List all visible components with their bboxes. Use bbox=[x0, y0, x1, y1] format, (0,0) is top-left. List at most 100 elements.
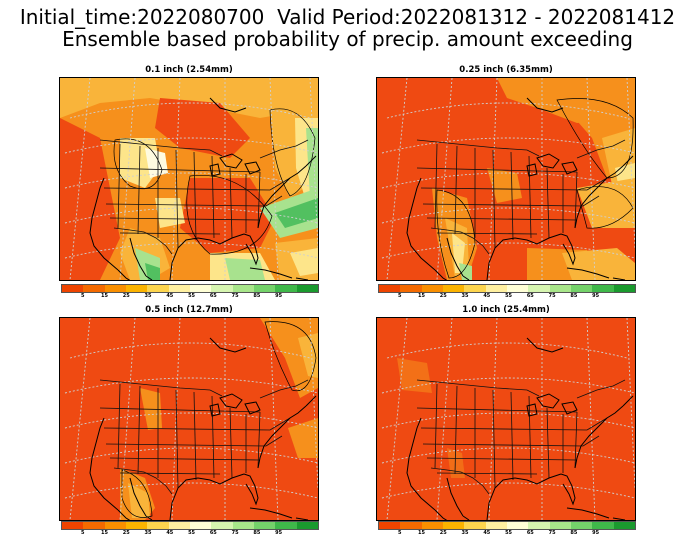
colorbar-segment bbox=[83, 285, 105, 292]
panel-title-0.1-inch: 0.1 inch (2.54mm) bbox=[145, 65, 233, 75]
colorbar-segment bbox=[379, 285, 401, 292]
colorbar-segment bbox=[400, 522, 422, 529]
colorbar-tick-label: 95 bbox=[592, 530, 600, 536]
colorbar-tick-label: 35 bbox=[461, 530, 469, 536]
map-geography bbox=[64, 78, 318, 280]
colorbar-segment bbox=[232, 285, 254, 292]
colorbar-tick-label: 75 bbox=[231, 530, 239, 536]
colorbar-tick-label: 45 bbox=[166, 293, 174, 299]
colorbar-segment bbox=[104, 522, 126, 529]
colorbar-tick-label: 55 bbox=[505, 530, 513, 536]
colorbar-segment bbox=[296, 522, 318, 529]
colorbar-tick-label: 15 bbox=[101, 293, 108, 299]
map-geography bbox=[381, 318, 635, 520]
colorbar-tick-label: 35 bbox=[144, 530, 152, 536]
colorbar-tick-label: 45 bbox=[483, 530, 491, 536]
colorbar-tick-label: 5 bbox=[398, 530, 402, 536]
colorbar-segment bbox=[168, 522, 190, 529]
colorbar-tick-label: 5 bbox=[81, 293, 85, 299]
colorbar-tick-label: 25 bbox=[122, 530, 130, 536]
colorbar-segment bbox=[189, 522, 212, 529]
colorbar-segment bbox=[592, 522, 614, 529]
colorbar-segment bbox=[613, 522, 635, 529]
probability-shading bbox=[60, 318, 318, 520]
colorbar-segment bbox=[613, 285, 635, 292]
colorbar-segment bbox=[549, 522, 571, 529]
colorbar-tick-label: 15 bbox=[418, 293, 425, 299]
colorbar-tick-label: 95 bbox=[275, 293, 283, 299]
colorbar-segment bbox=[442, 285, 465, 292]
colorbar-labels-0.25-inch: 5 15 25 35 45 55 65 75 85 95 bbox=[378, 293, 634, 301]
colorbar-tick-label: 5 bbox=[398, 293, 402, 299]
colorbar-segment bbox=[211, 285, 233, 292]
map-panel-0.25-inch bbox=[376, 77, 636, 281]
colorbar-segment bbox=[570, 285, 593, 292]
map-svg bbox=[377, 318, 635, 520]
colorbar-tick-label: 45 bbox=[483, 293, 491, 299]
colorbar-tick-label: 65 bbox=[209, 530, 217, 536]
colorbar-segment bbox=[253, 522, 276, 529]
colorbar-segment bbox=[549, 285, 571, 292]
colorbar-tick-label: 55 bbox=[188, 293, 196, 299]
colorbar-segment bbox=[464, 285, 486, 292]
colorbar-segment bbox=[485, 285, 507, 292]
colorbar-segment bbox=[62, 522, 84, 529]
colorbar-tick-label: 25 bbox=[122, 293, 130, 299]
colorbar-tick-label: 85 bbox=[570, 293, 578, 299]
colorbar-tick-label: 85 bbox=[253, 293, 261, 299]
colorbar-segment bbox=[421, 522, 443, 529]
colorbar-segment bbox=[400, 285, 422, 292]
colorbar-tick-label: 45 bbox=[166, 530, 174, 536]
colorbar-tick-label: 35 bbox=[144, 293, 152, 299]
panel-title-0.25-inch: 0.25 inch (6.35mm) bbox=[459, 65, 553, 75]
colorbar-segment bbox=[570, 522, 593, 529]
colorbar-segment bbox=[189, 285, 212, 292]
colorbar-segment bbox=[296, 285, 318, 292]
colorbar-segment bbox=[275, 285, 297, 292]
map-panel-1.0-inch bbox=[376, 317, 636, 521]
colorbar-segment bbox=[528, 285, 550, 292]
colorbar-segment bbox=[62, 285, 84, 292]
colorbar-tick-label: 35 bbox=[461, 293, 469, 299]
colorbar-segment bbox=[211, 522, 233, 529]
colorbar-tick-label: 55 bbox=[505, 293, 513, 299]
colorbar-tick-label: 55 bbox=[188, 530, 196, 536]
colorbar-segment bbox=[506, 522, 529, 529]
colorbar-segment bbox=[528, 522, 550, 529]
map-geography bbox=[64, 318, 318, 520]
colorbar-tick-label: 65 bbox=[526, 293, 534, 299]
colorbar-tick-label: 75 bbox=[231, 293, 239, 299]
title-line-1: Initial_time:2022080700 Valid Period:202… bbox=[19, 5, 676, 29]
colorbar-tick-label: 95 bbox=[275, 530, 283, 536]
colorbar-tick-label: 95 bbox=[592, 293, 600, 299]
panel-title-0.5-inch: 0.5 inch (12.7mm) bbox=[145, 305, 233, 315]
colorbar-tick-label: 65 bbox=[526, 530, 534, 536]
colorbar-segment bbox=[83, 522, 105, 529]
colorbar-labels-0.1-inch: 5 15 25 35 45 55 65 75 85 95 bbox=[61, 293, 317, 301]
colorbar-tick-label: 75 bbox=[548, 530, 556, 536]
colorbar-segment bbox=[147, 522, 169, 529]
colorbar-segment bbox=[421, 285, 443, 292]
colorbar-tick-label: 15 bbox=[101, 530, 108, 536]
colorbar-segment bbox=[104, 285, 126, 292]
colorbar-tick-label: 75 bbox=[548, 293, 556, 299]
colorbar-tick-label: 15 bbox=[418, 530, 425, 536]
colorbar-tick-label: 85 bbox=[253, 530, 261, 536]
colorbar-labels-0.5-inch: 5 15 25 35 45 55 65 75 85 95 bbox=[61, 530, 317, 538]
colorbar-segment bbox=[592, 285, 614, 292]
colorbar-tick-label: 65 bbox=[209, 293, 217, 299]
map-svg bbox=[377, 78, 635, 280]
map-svg bbox=[60, 318, 318, 520]
colorbar-segment bbox=[232, 522, 254, 529]
map-panel-0.1-inch bbox=[59, 77, 319, 281]
colorbar-segment bbox=[168, 285, 190, 292]
panel-title-1.0-inch: 1.0 inch (25.4mm) bbox=[462, 305, 550, 315]
colorbar-segment bbox=[485, 522, 507, 529]
probability-shading bbox=[60, 78, 318, 280]
colorbar-segment bbox=[464, 522, 486, 529]
colorbar-tick-label: 25 bbox=[439, 530, 447, 536]
colorbar-0.5-inch bbox=[61, 521, 319, 530]
probability-shading bbox=[377, 318, 635, 520]
colorbar-tick-label: 85 bbox=[570, 530, 578, 536]
colorbar-segment bbox=[506, 285, 529, 292]
